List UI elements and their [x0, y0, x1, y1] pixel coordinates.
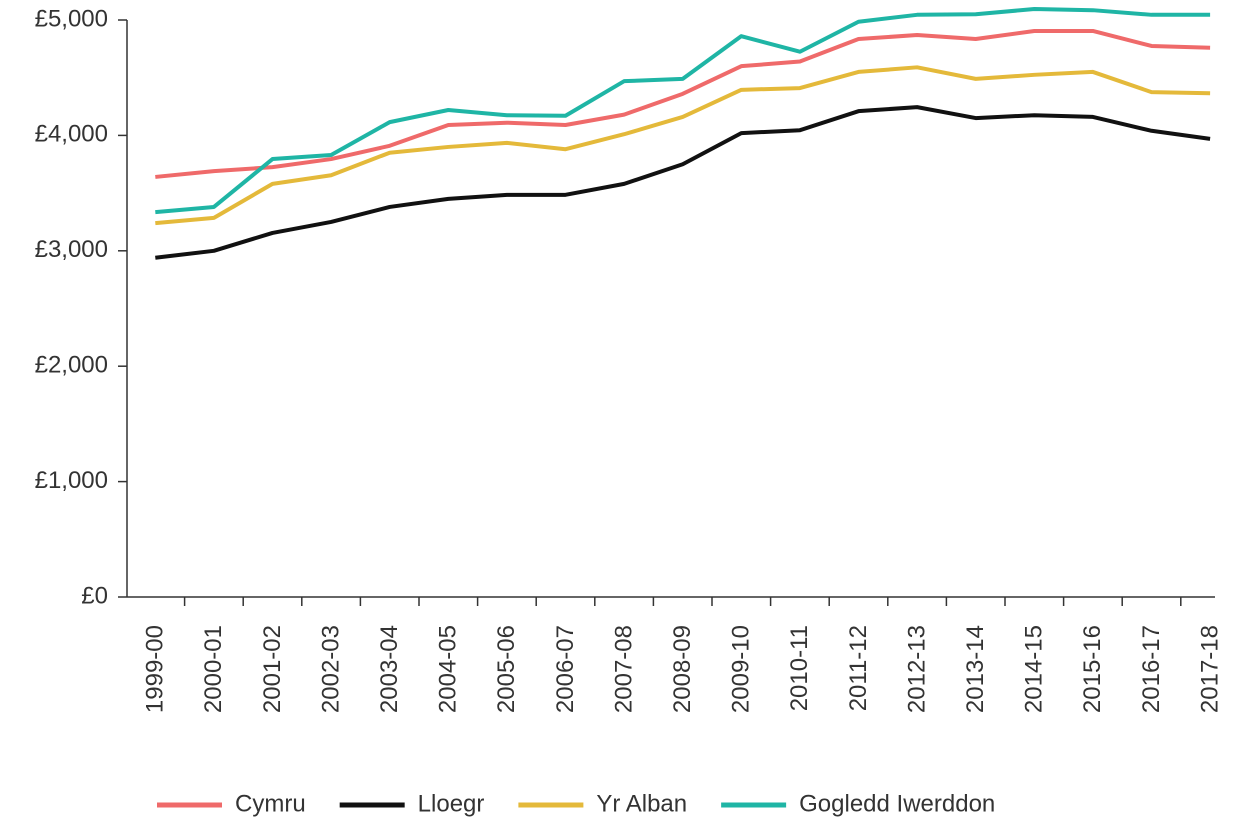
- x-tick-label: 2008-09: [669, 625, 696, 713]
- x-tick-label: 2014-15: [1021, 625, 1048, 713]
- x-tick-label: 2000-01: [200, 625, 227, 713]
- y-tick-label: £5,000: [35, 5, 108, 32]
- x-tick-label: 2003-04: [376, 625, 403, 713]
- x-tick-label: 2002-03: [317, 625, 344, 713]
- x-tick-label: 2011-12: [845, 625, 872, 711]
- legend-label: Yr Alban: [596, 790, 687, 817]
- x-tick-label: 2004-05: [435, 625, 462, 713]
- legend-label: Lloegr: [418, 790, 485, 817]
- x-tick-label: 2009-10: [728, 625, 755, 713]
- series-line: [155, 105, 1211, 260]
- x-tick-label: 2017-18: [1196, 625, 1223, 713]
- series-line: [155, 28, 1211, 179]
- x-tick-label: 2015-16: [1079, 625, 1106, 713]
- x-tick-label: 2001-02: [259, 625, 286, 713]
- x-tick-label: 2016-17: [1138, 625, 1165, 713]
- x-tick-label: 2006-07: [552, 625, 579, 713]
- y-tick-label: £1,000: [35, 467, 108, 494]
- x-tick-label: 2012-13: [903, 625, 930, 713]
- x-tick-label: 2007-08: [610, 625, 637, 713]
- y-tick-label: £3,000: [35, 236, 108, 263]
- x-tick-label: 1999-00: [142, 625, 169, 713]
- x-tick-label: 2005-06: [493, 625, 520, 713]
- series-line: [155, 7, 1211, 215]
- legend-label: Gogledd Iwerddon: [799, 790, 995, 817]
- x-tick-label: 2013-14: [962, 625, 989, 713]
- y-tick-label: £2,000: [35, 352, 108, 379]
- x-tick-label: 2010-11: [786, 625, 813, 711]
- legend-label: Cymru: [235, 790, 306, 817]
- series-line: [155, 65, 1211, 226]
- y-tick-label: £0: [81, 582, 108, 609]
- y-tick-label: £4,000: [35, 121, 108, 148]
